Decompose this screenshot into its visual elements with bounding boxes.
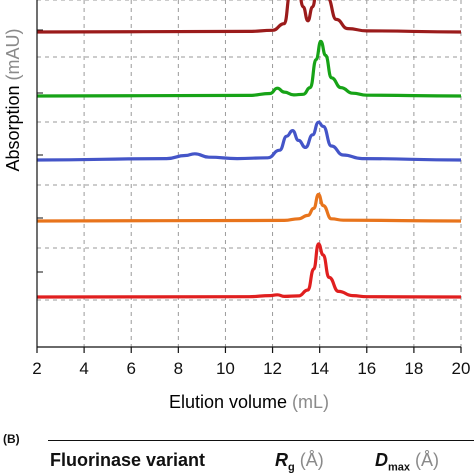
x-tick-label: 12 — [263, 359, 282, 378]
header-dmax-symbol: D — [375, 450, 388, 470]
header-rg-unit: (Å) — [299, 450, 324, 470]
x-tick-labels: 2 4 6 8 10 12 14 16 18 20 — [32, 359, 470, 378]
x-tick-marks — [36, 347, 462, 353]
panel-b-table: (B) Fluorinase variant Rg (Å) Dmax (Å) — [0, 420, 474, 474]
x-tick-label: 16 — [357, 359, 376, 378]
chromatogram-trace-3 — [36, 120, 462, 162]
chromatogram-trace-2 — [36, 39, 462, 98]
chromatogram-trace-1 — [36, 0, 462, 34]
header-dmax-unit: (Å) — [415, 450, 440, 470]
chromatogram-trace-5 — [36, 242, 462, 299]
chromatogram-trace-4 — [36, 192, 462, 223]
header-dmax-subscript: max — [388, 461, 411, 474]
x-tick-label: 20 — [452, 359, 471, 378]
header-rg: Rg (Å) — [275, 450, 324, 474]
chromatogram-traces — [36, 0, 462, 299]
header-dmax: Dmax (Å) — [375, 450, 439, 474]
chromatogram-chart: 2 4 6 8 10 12 14 16 18 20 Elution volume (mL) Abs… — [3, 0, 470, 412]
x-tick-label: 2 — [32, 359, 41, 378]
table-top-rule — [48, 440, 474, 441]
x-tick-label: 8 — [174, 359, 183, 378]
x-tick-label: 10 — [216, 359, 235, 378]
header-rg-symbol: R — [275, 450, 288, 470]
header-fluorinase-variant: Fluorinase variant — [50, 450, 206, 470]
x-tick-label: 14 — [310, 359, 329, 378]
x-axis-title: Elution volume (mL) — [169, 392, 329, 412]
chart-grid — [37, 0, 462, 347]
y-axis-title: Absorption (mAU) — [3, 28, 23, 171]
x-tick-label: 18 — [404, 359, 423, 378]
header-rg-subscript: g — [288, 461, 295, 474]
x-tick-label: 4 — [79, 359, 88, 378]
panel-b-label: (B) — [3, 432, 20, 446]
x-tick-label: 6 — [126, 359, 135, 378]
